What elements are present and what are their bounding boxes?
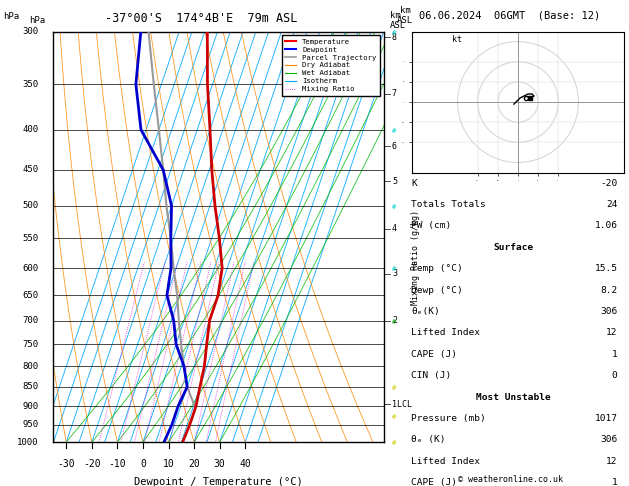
Text: 30: 30 xyxy=(214,459,226,469)
Text: 5: 5 xyxy=(392,176,397,186)
Legend: Temperature, Dewpoint, Parcel Trajectory, Dry Adiabat, Wet Adiabat, Isotherm, Mi: Temperature, Dewpoint, Parcel Trajectory… xyxy=(282,35,380,96)
Text: Surface: Surface xyxy=(493,243,533,252)
Text: K: K xyxy=(411,179,417,188)
Text: 350: 350 xyxy=(23,80,38,88)
Text: 8.2: 8.2 xyxy=(600,286,617,295)
Text: 0: 0 xyxy=(140,459,146,469)
Text: 950: 950 xyxy=(23,420,38,429)
Text: hPa: hPa xyxy=(29,17,45,25)
Text: Lifted Index: Lifted Index xyxy=(411,457,481,466)
Text: © weatheronline.co.uk: © weatheronline.co.uk xyxy=(459,474,563,484)
Text: 550: 550 xyxy=(23,234,38,243)
Text: 1000: 1000 xyxy=(17,438,38,447)
Text: 450: 450 xyxy=(23,165,38,174)
Text: Mixing Ratio (g/kg): Mixing Ratio (g/kg) xyxy=(411,210,420,305)
Text: 40: 40 xyxy=(239,459,251,469)
Text: -30: -30 xyxy=(57,459,75,469)
Text: 1.06: 1.06 xyxy=(594,222,617,230)
Text: km
ASL: km ASL xyxy=(390,11,406,30)
Text: 8: 8 xyxy=(392,33,397,42)
Text: kt: kt xyxy=(452,35,462,44)
Text: 850: 850 xyxy=(23,382,38,391)
Text: 900: 900 xyxy=(23,402,38,411)
Text: 306: 306 xyxy=(600,435,617,444)
Text: 15.5: 15.5 xyxy=(594,264,617,273)
Text: ≡: ≡ xyxy=(389,438,399,447)
Text: km
ASL: km ASL xyxy=(397,6,413,25)
Text: 4: 4 xyxy=(392,225,397,233)
Text: hPa: hPa xyxy=(3,12,19,21)
Text: 1: 1 xyxy=(611,478,617,486)
Text: ≡: ≡ xyxy=(389,27,399,36)
Text: 306: 306 xyxy=(600,307,617,316)
Text: ≡: ≡ xyxy=(389,201,399,210)
Text: PW (cm): PW (cm) xyxy=(411,222,452,230)
Text: ≡: ≡ xyxy=(389,263,399,273)
Text: -20: -20 xyxy=(83,459,101,469)
Text: 400: 400 xyxy=(23,125,38,134)
Text: 12: 12 xyxy=(606,329,617,337)
Text: 700: 700 xyxy=(23,316,38,325)
Text: θₑ(K): θₑ(K) xyxy=(411,307,440,316)
Text: 300: 300 xyxy=(23,27,38,36)
Text: 1: 1 xyxy=(611,350,617,359)
Text: -37°00'S  174°4B'E  79m ASL: -37°00'S 174°4B'E 79m ASL xyxy=(105,12,298,25)
Text: 800: 800 xyxy=(23,362,38,371)
Text: 500: 500 xyxy=(23,201,38,210)
Text: Temp (°C): Temp (°C) xyxy=(411,264,463,273)
Text: -10: -10 xyxy=(109,459,126,469)
Text: ≡: ≡ xyxy=(389,411,399,420)
Text: ≡: ≡ xyxy=(389,125,399,134)
Text: Most Unstable: Most Unstable xyxy=(476,393,550,401)
Text: θₑ (K): θₑ (K) xyxy=(411,435,446,444)
Text: 600: 600 xyxy=(23,263,38,273)
Text: Lifted Index: Lifted Index xyxy=(411,329,481,337)
Text: ≡: ≡ xyxy=(389,316,399,325)
Text: CAPE (J): CAPE (J) xyxy=(411,350,457,359)
Text: 06.06.2024  06GMT  (Base: 12): 06.06.2024 06GMT (Base: 12) xyxy=(419,11,600,21)
Text: Dewp (°C): Dewp (°C) xyxy=(411,286,463,295)
Text: 1017: 1017 xyxy=(594,414,617,423)
Text: 1LCL: 1LCL xyxy=(392,400,412,409)
Text: 24: 24 xyxy=(606,200,617,209)
Text: 650: 650 xyxy=(23,291,38,300)
Text: Pressure (mb): Pressure (mb) xyxy=(411,414,486,423)
Text: Totals Totals: Totals Totals xyxy=(411,200,486,209)
Text: 6: 6 xyxy=(392,142,397,151)
Text: CIN (J): CIN (J) xyxy=(411,371,452,380)
Text: 3: 3 xyxy=(392,269,397,278)
Text: 20: 20 xyxy=(188,459,200,469)
Text: ≡: ≡ xyxy=(389,382,399,391)
Text: Dewpoint / Temperature (°C): Dewpoint / Temperature (°C) xyxy=(134,477,303,486)
Text: 0: 0 xyxy=(611,371,617,380)
Text: -20: -20 xyxy=(600,179,617,188)
Text: 750: 750 xyxy=(23,340,38,348)
Text: 7: 7 xyxy=(392,89,397,98)
Text: 12: 12 xyxy=(606,457,617,466)
Text: 10: 10 xyxy=(163,459,174,469)
Text: CAPE (J): CAPE (J) xyxy=(411,478,457,486)
Text: 2: 2 xyxy=(392,316,397,325)
